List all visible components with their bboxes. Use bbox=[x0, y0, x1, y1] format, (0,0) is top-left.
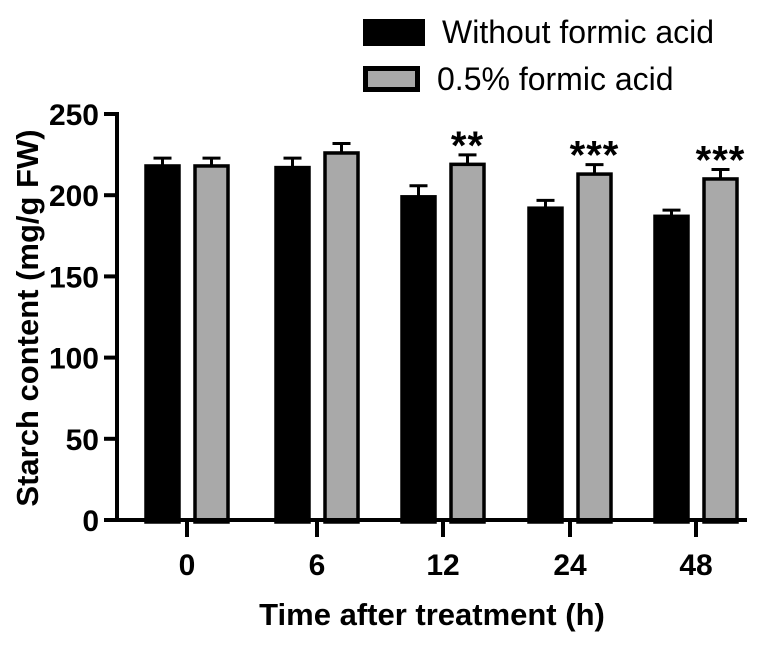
legend: Without formic acid 0.5% formic acid bbox=[363, 12, 714, 106]
bar-formic-acid bbox=[193, 164, 230, 524]
bar-formic-acid bbox=[323, 151, 360, 524]
legend-item-formic-acid: 0.5% formic acid bbox=[363, 59, 714, 99]
y-tick-label: 0 bbox=[82, 505, 99, 538]
bar-formic-acid bbox=[702, 177, 739, 524]
y-tick-label: 150 bbox=[49, 261, 99, 294]
significance-label: ** bbox=[451, 124, 484, 168]
bar-without-formic-acid bbox=[653, 214, 690, 524]
significance-label: *** bbox=[570, 134, 620, 178]
y-tick-label: 200 bbox=[49, 180, 99, 213]
x-tick-label: 24 bbox=[553, 549, 587, 582]
bar-without-formic-acid bbox=[527, 206, 564, 524]
y-tick-label: 100 bbox=[49, 343, 99, 376]
legend-label-formic-acid: 0.5% formic acid bbox=[437, 60, 674, 97]
y-axis-title: Starch content (mg/g FW) bbox=[10, 129, 45, 507]
x-tick-label: 48 bbox=[679, 549, 712, 582]
y-tick-label: 50 bbox=[66, 424, 99, 457]
x-tick-label: 6 bbox=[309, 549, 326, 582]
legend-swatch-gray bbox=[363, 66, 420, 92]
legend-item-without-formic-acid: Without formic acid bbox=[363, 12, 714, 52]
bar-formic-acid bbox=[449, 162, 486, 524]
significance-label: *** bbox=[696, 138, 746, 182]
x-tick-label: 12 bbox=[426, 549, 459, 582]
bar-without-formic-acid bbox=[144, 164, 181, 524]
x-tick-label: 0 bbox=[179, 549, 196, 582]
x-axis-title: Time after treatment (h) bbox=[259, 597, 605, 632]
legend-swatch-black bbox=[363, 18, 425, 46]
y-tick-label: 250 bbox=[49, 99, 99, 132]
bar-without-formic-acid bbox=[274, 165, 311, 524]
legend-label-without-formic-acid: Without formic acid bbox=[442, 13, 715, 50]
bar-formic-acid bbox=[576, 172, 613, 524]
bar-without-formic-acid bbox=[400, 195, 437, 524]
